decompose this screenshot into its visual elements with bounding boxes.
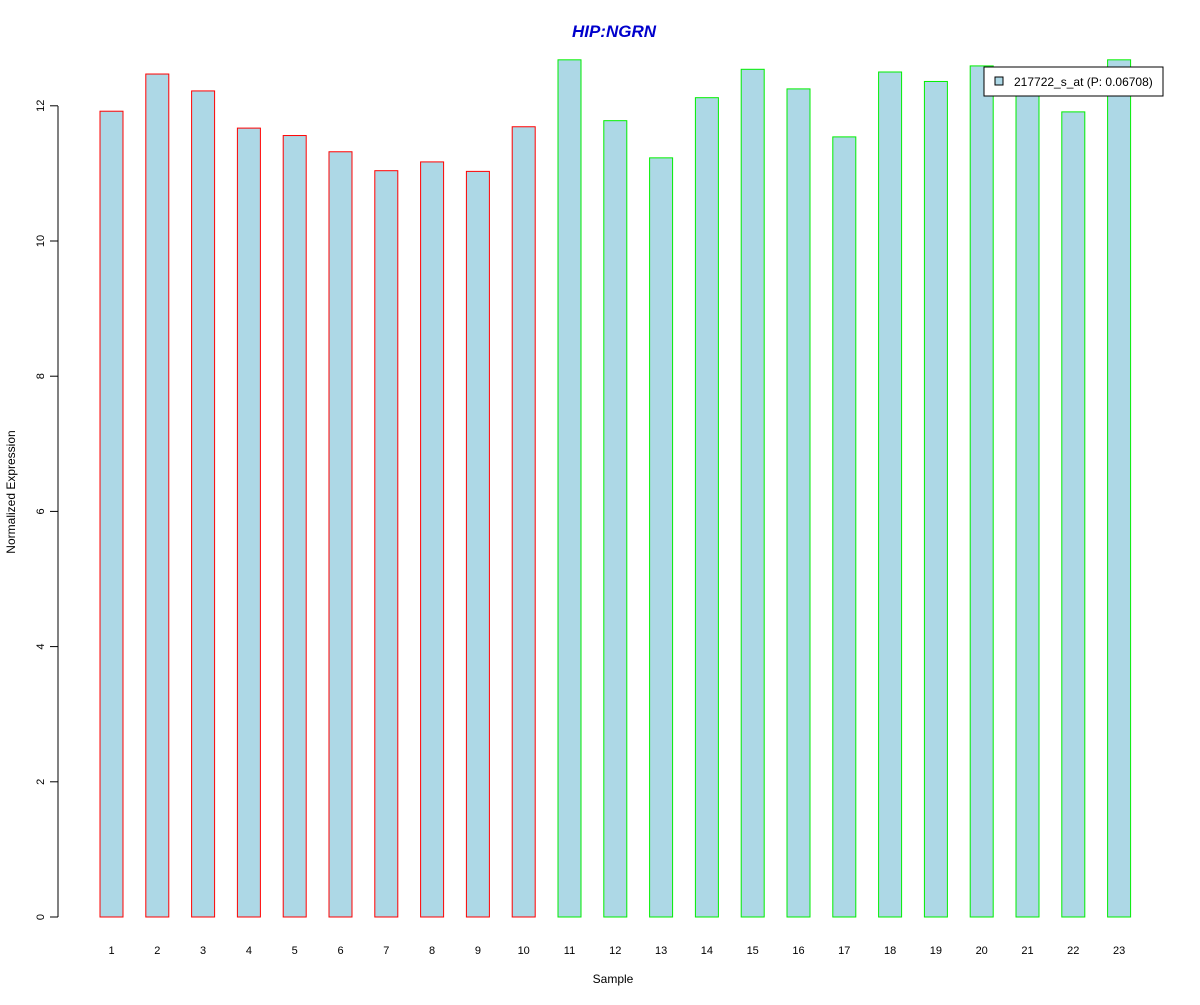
legend-box [983, 66, 1164, 97]
x-axis-label: Sample [593, 972, 634, 986]
x-tick-label: 9 [475, 945, 481, 957]
x-tick-label: 21 [1021, 945, 1033, 957]
bar-sample-19 [923, 80, 948, 918]
x-tick-label: 13 [655, 945, 667, 957]
bar-sample-1 [99, 110, 124, 918]
y-tick-label: 8 [35, 373, 47, 379]
bar-sample-7 [374, 170, 399, 918]
y-axis-label: Normalized Expression [4, 430, 18, 553]
bar-sample-20 [969, 65, 994, 918]
x-tick-label: 18 [884, 945, 896, 957]
bar-sample-11 [557, 59, 582, 918]
bar-sample-9 [465, 170, 490, 918]
x-tick-label: 22 [1067, 945, 1079, 957]
bar-sample-12 [603, 120, 628, 918]
bar-sample-2 [145, 73, 170, 918]
legend-label: 217722_s_at (P: 0.06708) [1014, 75, 1153, 89]
bar-sample-10 [511, 126, 536, 918]
bar-sample-23 [1107, 59, 1132, 918]
x-tick-label: 14 [701, 945, 713, 957]
x-tick-label: 7 [383, 945, 389, 957]
x-tick-label: 15 [747, 945, 759, 957]
x-tick-label: 2 [154, 945, 160, 957]
bar-sample-5 [282, 135, 307, 918]
bars-group [99, 59, 1132, 918]
bar-sample-13 [649, 157, 674, 918]
bar-sample-6 [328, 151, 353, 918]
x-tick-label: 5 [292, 945, 298, 957]
x-tick-label: 17 [838, 945, 850, 957]
bar-sample-15 [740, 68, 765, 918]
x-tick-label: 3 [200, 945, 206, 957]
y-axis-ticks: 0 2 4 6 8 10 12 [35, 100, 58, 920]
bar-sample-14 [694, 97, 719, 918]
bar-sample-3 [191, 90, 216, 918]
x-tick-label: 19 [930, 945, 942, 957]
bar-sample-8 [420, 161, 445, 918]
y-tick-label: 0 [35, 914, 47, 920]
chart-title: HIP:NGRN [572, 22, 657, 41]
x-tick-label: 4 [246, 945, 252, 957]
x-tick-label: 11 [564, 945, 575, 957]
x-tick-label: 16 [792, 945, 804, 957]
y-tick-label: 6 [35, 508, 47, 514]
x-tick-label: 8 [429, 945, 435, 957]
bar-sample-18 [878, 71, 903, 918]
bar-sample-21 [1015, 81, 1040, 918]
x-tick-label: 20 [976, 945, 988, 957]
y-tick-label: 4 [35, 644, 47, 650]
legend: 217722_s_at (P: 0.06708) [983, 66, 1164, 97]
x-tick-label: 10 [518, 945, 530, 957]
bar-sample-17 [832, 136, 857, 918]
y-tick-label: 12 [35, 100, 47, 112]
x-tick-label: 1 [108, 945, 114, 957]
y-tick-label: 2 [35, 779, 47, 785]
x-tick-label: 6 [337, 945, 343, 957]
x-tick-label: 23 [1113, 945, 1125, 957]
bar-sample-22 [1061, 111, 1086, 918]
legend-swatch [994, 76, 1004, 86]
x-tick-label: 12 [609, 945, 621, 957]
x-axis-tick-labels: 1 2 3 4 5 6 7 8 9 10 11 12 13 14 15 16 17 18 19 20 21 22 23 [108, 945, 1125, 957]
y-tick-label: 10 [35, 235, 47, 247]
bar-sample-16 [786, 88, 811, 918]
bar-sample-4 [236, 127, 261, 918]
